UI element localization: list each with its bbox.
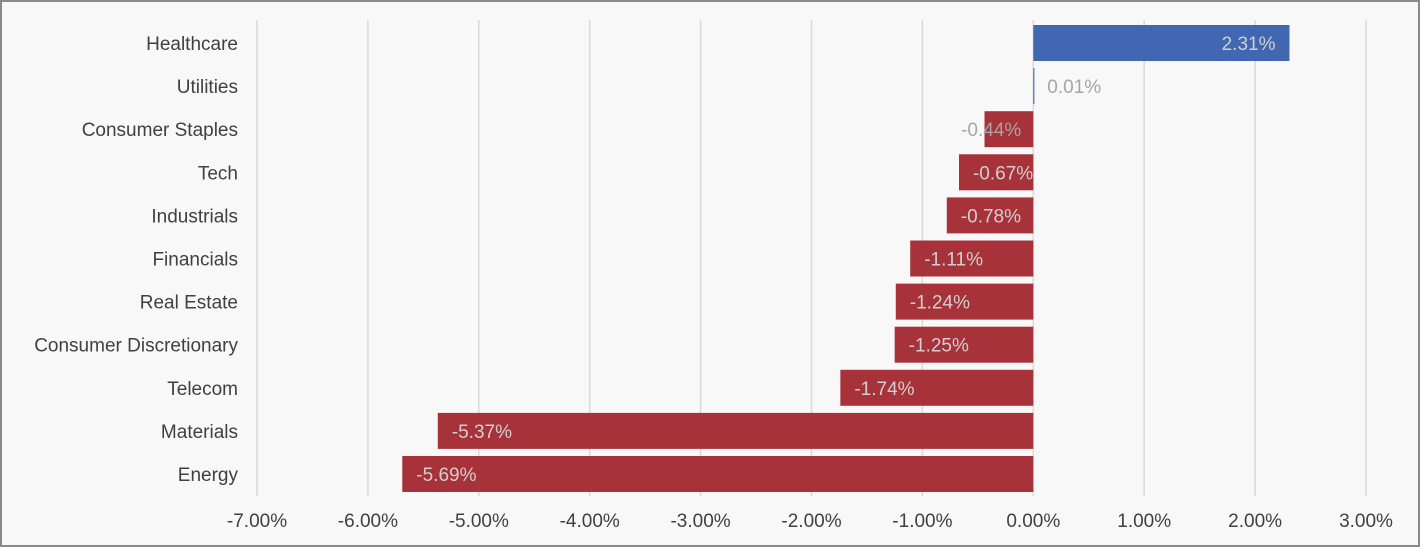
- data-label: -1.24%: [910, 293, 970, 314]
- bar: [958, 154, 1034, 191]
- category-label: Telecom: [167, 379, 238, 400]
- category-label: Real Estate: [140, 293, 238, 314]
- x-tick-label: -4.00%: [560, 511, 620, 532]
- bar: [910, 240, 1034, 277]
- bar: [840, 369, 1034, 406]
- x-tick-label: -6.00%: [338, 511, 398, 532]
- category-label: Healthcare: [146, 34, 238, 55]
- bar: [1033, 25, 1290, 61]
- x-tick-label: 3.00%: [1339, 511, 1393, 532]
- x-tick-label: -2.00%: [781, 511, 841, 532]
- bars: [402, 25, 1290, 492]
- category-label: Materials: [161, 422, 238, 443]
- data-labels: 2.31% 0.01% -0.44% -0.67% -0.78% -1.11% -1.24%…: [416, 34, 1275, 486]
- category-label: Consumer Discretionary: [34, 336, 238, 357]
- category-label: Consumer Staples: [82, 120, 238, 141]
- data-label: -5.69%: [416, 465, 476, 486]
- category-labels: Healthcare Utilities Consumer Staples Tech I…: [34, 34, 238, 486]
- data-label: -1.74%: [854, 379, 914, 400]
- data-label: 2.31%: [1222, 34, 1276, 55]
- x-tick-label: -7.00%: [227, 511, 287, 532]
- bar: [437, 412, 1034, 449]
- data-label: -1.11%: [924, 250, 983, 271]
- x-tick-label: 0.00%: [1006, 511, 1060, 532]
- bar: [946, 197, 1034, 234]
- category-label: Tech: [198, 163, 238, 184]
- data-label: -0.78%: [961, 206, 1021, 227]
- data-label: -0.67%: [973, 163, 1033, 184]
- bar: [402, 456, 1034, 492]
- data-label: 0.01%: [1047, 77, 1101, 98]
- data-label: -0.44%: [961, 120, 1021, 141]
- x-axis-tick-labels: -7.00% -6.00% -5.00% -4.00% -3.00% -2.00% -1.0…: [227, 511, 1393, 532]
- bar: [895, 283, 1034, 320]
- category-label: Utilities: [177, 77, 238, 98]
- data-label: -5.37%: [452, 422, 512, 443]
- category-label: Industrials: [151, 206, 238, 227]
- bar: [984, 111, 1034, 148]
- data-label: -1.25%: [909, 336, 969, 357]
- bar: [1033, 68, 1035, 105]
- category-label: Energy: [178, 465, 239, 486]
- x-tick-label: -5.00%: [449, 511, 509, 532]
- x-tick-label: 1.00%: [1117, 511, 1171, 532]
- x-tick-label: 2.00%: [1228, 511, 1282, 532]
- bar: [894, 326, 1034, 363]
- x-tick-label: -3.00%: [670, 511, 730, 532]
- x-tick-label: -1.00%: [892, 511, 952, 532]
- category-label: Financials: [152, 250, 238, 271]
